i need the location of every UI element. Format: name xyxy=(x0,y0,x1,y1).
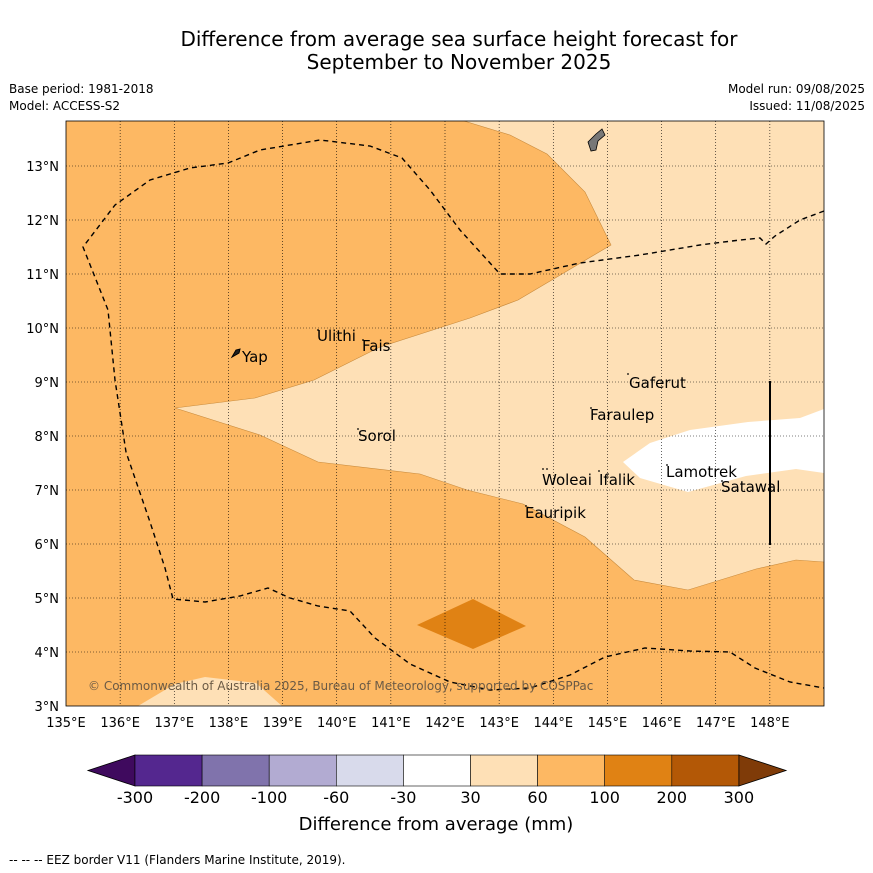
lon-tick-label: 136°E xyxy=(100,716,140,731)
colorbar-segment xyxy=(537,754,605,787)
colorbar-tick-label: -60 xyxy=(323,788,349,807)
lon-tick-label: 144°E xyxy=(534,716,574,731)
colorbar-tick-label: -300 xyxy=(117,788,153,807)
lon-tick-label: 139°E xyxy=(263,716,303,731)
atoll-dots xyxy=(317,329,723,507)
lat-tick-label: 5°N xyxy=(35,592,60,607)
lon-tick-label: 143°E xyxy=(479,716,519,731)
colorbar-tick-label: 30 xyxy=(460,788,480,807)
label-sorol: Sorol xyxy=(358,427,396,445)
longitude-labels: 135°E 136°E 137°E 138°E 139°E 140°E 141°E 142°E… xyxy=(46,716,789,731)
lon-tick-label: 148°E xyxy=(750,716,790,731)
lon-tick-label: 138°E xyxy=(209,716,249,731)
colorbar-tick-label: -200 xyxy=(184,788,220,807)
colorbar-extend-low xyxy=(86,754,136,787)
colorbar-extend-high xyxy=(738,754,788,787)
label-lamotrek: Lamotrek xyxy=(666,463,737,481)
lat-tick-label: 13°N xyxy=(26,160,59,175)
lat-tick-label: 12°N xyxy=(26,214,59,229)
lon-tick-label: 147°E xyxy=(696,716,736,731)
label-yap: Yap xyxy=(241,348,268,366)
label-fais: Fais xyxy=(362,337,391,355)
colorbar-segment xyxy=(403,754,471,787)
colorbar-tick-label: -30 xyxy=(390,788,416,807)
lon-tick-label: 141°E xyxy=(371,716,411,731)
title-line-2: September to November 2025 xyxy=(306,50,612,74)
model-run: Model run: 09/08/2025 xyxy=(727,82,865,96)
colorbar-tick-label: 100 xyxy=(589,788,620,807)
latitude-labels: 3°N 4°N 5°N 6°N 7°N 8°N 9°N 10°N 11°N 12°N 13°N xyxy=(26,160,59,715)
label-satawal: Satawal xyxy=(721,478,780,496)
label-ulithi: Ulithi xyxy=(317,327,356,345)
lat-tick-label: 8°N xyxy=(35,430,60,445)
map-area: Yap Ulithi Fais Sorol Gaferut Faraulep L… xyxy=(66,121,824,706)
lat-tick-label: 3°N xyxy=(35,700,60,715)
lon-tick-label: 145°E xyxy=(588,716,628,731)
lat-tick-label: 7°N xyxy=(35,484,60,499)
meta-left: Base period: 1981-2018 Model: ACCESS-S2 xyxy=(9,81,154,115)
guam-island xyxy=(587,128,606,152)
label-faraulep: Faraulep xyxy=(590,406,654,424)
colorbar-title: Difference from average (mm) xyxy=(299,814,574,835)
lat-tick-label: 9°N xyxy=(35,376,60,391)
lon-tick-label: 140°E xyxy=(317,716,357,731)
base-period: Base period: 1981-2018 xyxy=(9,82,154,96)
chart-title: Difference from average sea surface heig… xyxy=(0,28,873,74)
map-frame xyxy=(65,120,825,707)
colorbar-tick-label: 200 xyxy=(657,788,688,807)
colorbar xyxy=(86,754,788,787)
colorbar-segment xyxy=(470,754,538,787)
label-eauripik: Eauripik xyxy=(525,504,586,522)
label-woleai: Woleai xyxy=(542,471,592,489)
copyright-text: © Commonwealth of Australia 2025, Bureau… xyxy=(88,679,593,693)
lat-tick-label: 4°N xyxy=(35,646,60,661)
colorbar-segment xyxy=(268,754,337,787)
gridlines xyxy=(66,121,824,706)
colorbar-segment xyxy=(604,754,673,787)
anomaly-30-60-patch xyxy=(138,677,282,706)
eez-border xyxy=(82,139,824,691)
colorbar-tick-label: 300 xyxy=(724,788,755,807)
colorbar-labels: -300 -200 -100 -60 -30 30 60 100 200 300 xyxy=(117,788,754,807)
lon-tick-label: 135°E xyxy=(46,716,86,731)
eez-legend-note: -- -- -- EEZ border V11 (Flanders Marine… xyxy=(9,853,346,867)
lat-tick-label: 11°N xyxy=(26,268,59,283)
lon-tick-label: 137°E xyxy=(155,716,195,731)
lat-tick-label: 6°N xyxy=(35,538,60,553)
lon-tick-label: 142°E xyxy=(425,716,465,731)
label-ifalik: Ifalik xyxy=(599,471,635,489)
colorbar-tick-label: -100 xyxy=(251,788,287,807)
meta-right: Model run: 09/08/2025 Issued: 11/08/2025 xyxy=(728,81,865,115)
title-line-1: Difference from average sea surface heig… xyxy=(180,27,738,51)
colorbar-segment xyxy=(201,754,270,787)
colorbar-tick-label: 60 xyxy=(527,788,547,807)
near-zero-region xyxy=(623,409,824,492)
contour-line xyxy=(174,121,824,591)
colorbar-segment xyxy=(335,754,404,787)
anomaly-100-200-region xyxy=(417,599,526,649)
colorbar-segment xyxy=(134,754,203,787)
issued-date: Issued: 11/08/2025 xyxy=(749,99,865,113)
lon-tick-label: 146°E xyxy=(642,716,682,731)
label-gaferut: Gaferut xyxy=(629,374,686,392)
lat-tick-label: 10°N xyxy=(26,322,59,337)
yap-island xyxy=(230,348,241,359)
colorbar-segment xyxy=(671,754,740,787)
model-name: Model: ACCESS-S2 xyxy=(9,99,121,113)
